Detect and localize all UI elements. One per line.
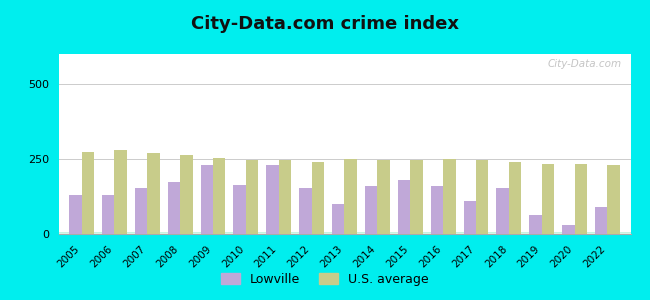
Bar <box>541 164 554 234</box>
Bar <box>168 182 180 234</box>
Bar <box>529 214 541 234</box>
Bar <box>365 186 378 234</box>
Bar <box>575 164 587 234</box>
Bar <box>200 165 213 234</box>
Bar <box>398 180 410 234</box>
Bar <box>246 160 258 234</box>
Bar <box>476 160 489 234</box>
Bar <box>431 186 443 234</box>
Bar <box>180 154 192 234</box>
Bar <box>332 204 345 234</box>
Bar <box>509 162 521 234</box>
Bar <box>311 162 324 234</box>
Bar <box>69 195 81 234</box>
Bar <box>114 150 127 234</box>
Bar <box>148 153 160 234</box>
Bar <box>595 207 608 234</box>
Bar <box>81 152 94 234</box>
Bar <box>233 184 246 234</box>
Bar <box>562 225 575 234</box>
Text: City-Data.com: City-Data.com <box>548 59 622 69</box>
Bar <box>463 201 476 234</box>
Bar <box>608 165 620 234</box>
Bar <box>266 165 279 234</box>
Bar <box>410 160 422 234</box>
Bar <box>213 158 226 234</box>
Bar <box>279 160 291 234</box>
Bar <box>299 188 311 234</box>
Bar <box>135 188 148 234</box>
Bar <box>102 195 114 234</box>
Bar <box>378 160 390 234</box>
Bar <box>443 159 456 234</box>
Legend: Lowville, U.S. average: Lowville, U.S. average <box>216 268 434 291</box>
Bar <box>497 188 509 234</box>
Bar <box>344 159 357 234</box>
Text: City-Data.com crime index: City-Data.com crime index <box>191 15 459 33</box>
